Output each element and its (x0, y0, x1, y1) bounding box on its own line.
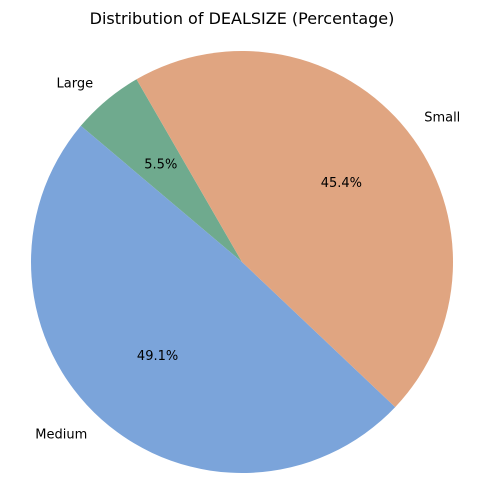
chart-title: Distribution of DEALSIZE (Percentage) (90, 9, 395, 28)
slice-percent-medium: 49.1% (137, 349, 178, 364)
slice-percent-large: 5.5% (144, 157, 177, 172)
pie-slice-medium (31, 125, 396, 473)
slice-label-medium: Medium (35, 427, 87, 442)
pie-slices (31, 51, 454, 473)
pie-labels: Large 5.5% Medium 49.1% Small 45.4% (35, 76, 460, 442)
pie-slice-large (80, 79, 242, 263)
pie-slice-small (136, 51, 454, 408)
slice-label-large: Large (57, 76, 94, 91)
slice-label-small: Small (424, 111, 460, 126)
slice-percent-small: 45.4% (321, 176, 362, 191)
